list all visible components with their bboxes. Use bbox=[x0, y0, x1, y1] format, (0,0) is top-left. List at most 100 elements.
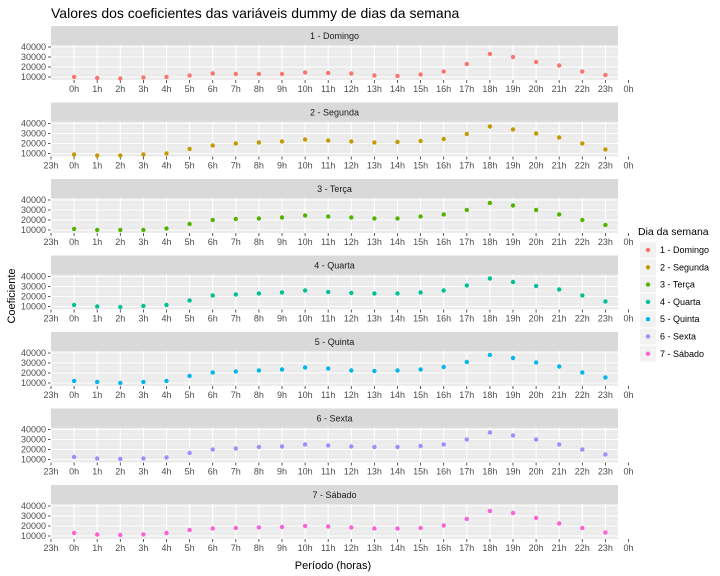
x-tick-label: 11h bbox=[321, 390, 335, 400]
data-point bbox=[580, 293, 585, 298]
x-tick-label: 15h bbox=[413, 390, 428, 400]
data-point bbox=[118, 153, 123, 158]
data-point bbox=[326, 289, 331, 295]
x-tick-label: 23h bbox=[598, 84, 613, 94]
y-axis-title: Coeficiente bbox=[6, 268, 18, 323]
data-point bbox=[256, 140, 262, 145]
x-tick-label: 16h bbox=[436, 84, 451, 94]
panel-background bbox=[51, 427, 618, 463]
data-point bbox=[349, 71, 354, 76]
data-point bbox=[164, 455, 169, 460]
x-tick-label: 6h bbox=[208, 84, 218, 94]
facet-strip-label: 5 - Quinta bbox=[315, 337, 355, 347]
data-point bbox=[441, 136, 446, 142]
x-tick-label: 19h bbox=[505, 237, 520, 247]
data-point bbox=[210, 447, 215, 452]
data-point bbox=[372, 140, 377, 145]
data-point bbox=[580, 447, 585, 452]
y-tick-label: 40000 bbox=[21, 119, 46, 129]
data-point bbox=[533, 59, 539, 65]
legend-key-point bbox=[645, 317, 651, 322]
data-point bbox=[326, 366, 331, 371]
x-tick-label: 12h bbox=[344, 390, 359, 400]
x-tick-label: 8h bbox=[254, 390, 264, 400]
data-point bbox=[279, 215, 285, 220]
x-tick-label: 21h bbox=[552, 161, 567, 171]
data-point bbox=[418, 214, 423, 219]
x-tick-label: 8h bbox=[254, 237, 264, 247]
x-tick-label: 19h bbox=[505, 543, 520, 553]
x-tick-label: 3h bbox=[138, 237, 148, 247]
x-tick-label: 22h bbox=[575, 543, 590, 553]
y-tick-label: 10000 bbox=[21, 378, 46, 388]
y-tick-label: 10000 bbox=[21, 531, 46, 541]
data-point bbox=[510, 433, 516, 438]
x-tick-label: 21h bbox=[552, 543, 567, 553]
x-tick-label: 22h bbox=[575, 390, 590, 400]
x-tick-label: 15h bbox=[413, 161, 428, 171]
facet-strip bbox=[51, 255, 618, 275]
x-tick-label: 20h bbox=[529, 84, 544, 94]
data-point bbox=[256, 291, 262, 296]
x-tick-label: 3h bbox=[138, 161, 148, 171]
data-point bbox=[487, 51, 493, 57]
x-tick-label: 10h bbox=[298, 543, 313, 553]
x-tick-label: 3h bbox=[138, 390, 148, 400]
x-tick-label: 16h bbox=[436, 314, 451, 324]
x-tick-label: 11h bbox=[321, 84, 335, 94]
data-point bbox=[464, 283, 469, 288]
data-point bbox=[349, 139, 354, 144]
data-point bbox=[464, 61, 469, 67]
x-tick-label: 11h bbox=[321, 543, 335, 553]
data-point bbox=[71, 530, 77, 536]
x-tick-label: 23h bbox=[43, 161, 58, 171]
data-point bbox=[118, 227, 123, 233]
x-tick-label: 7h bbox=[231, 390, 241, 400]
x-tick-label: 15h bbox=[413, 543, 428, 553]
x-tick-label: 1h bbox=[92, 543, 102, 553]
x-tick-label: 23h bbox=[598, 467, 613, 477]
x-tick-label: 19h bbox=[505, 314, 520, 324]
data-point bbox=[557, 364, 562, 369]
data-point bbox=[441, 212, 446, 217]
x-tick-label: 4h bbox=[161, 237, 171, 247]
legend-key-point bbox=[645, 334, 651, 339]
x-tick-label: 9h bbox=[277, 390, 287, 400]
data-point bbox=[580, 69, 585, 74]
data-point bbox=[164, 74, 169, 80]
data-point bbox=[233, 292, 238, 297]
data-point bbox=[349, 368, 354, 373]
data-point bbox=[302, 442, 308, 447]
data-point bbox=[326, 70, 331, 76]
data-point bbox=[533, 515, 539, 521]
data-point bbox=[95, 75, 100, 81]
y-tick-label: 30000 bbox=[21, 129, 46, 139]
x-tick-label: 15h bbox=[413, 84, 428, 94]
x-tick-label: 6h bbox=[208, 543, 218, 553]
x-tick-label: 22h bbox=[575, 467, 590, 477]
data-point bbox=[279, 444, 285, 449]
x-tick-label: 9h bbox=[277, 237, 287, 247]
data-point bbox=[487, 200, 493, 206]
data-point bbox=[557, 135, 562, 140]
x-tick-label: 8h bbox=[254, 543, 264, 553]
x-tick-label: 0h bbox=[623, 390, 633, 400]
data-point bbox=[533, 207, 539, 213]
data-point bbox=[418, 72, 423, 77]
x-tick-label: 7h bbox=[231, 161, 241, 171]
x-tick-label: 13h bbox=[367, 467, 382, 477]
x-tick-label: 13h bbox=[367, 161, 382, 171]
legend-title: Dia da semana bbox=[638, 226, 709, 238]
data-point bbox=[464, 359, 469, 365]
data-point bbox=[510, 203, 516, 208]
x-tick-label: 19h bbox=[505, 467, 520, 477]
data-point bbox=[210, 143, 215, 148]
facet-strip bbox=[51, 332, 618, 351]
x-tick-label: 11h bbox=[321, 467, 335, 477]
x-tick-label: 6h bbox=[208, 237, 218, 247]
x-tick-label: 2h bbox=[115, 543, 125, 553]
data-point bbox=[71, 378, 77, 384]
x-tick-label: 10h bbox=[298, 390, 313, 400]
x-tick-label: 20h bbox=[529, 161, 544, 171]
y-tick-label: 30000 bbox=[21, 358, 46, 368]
